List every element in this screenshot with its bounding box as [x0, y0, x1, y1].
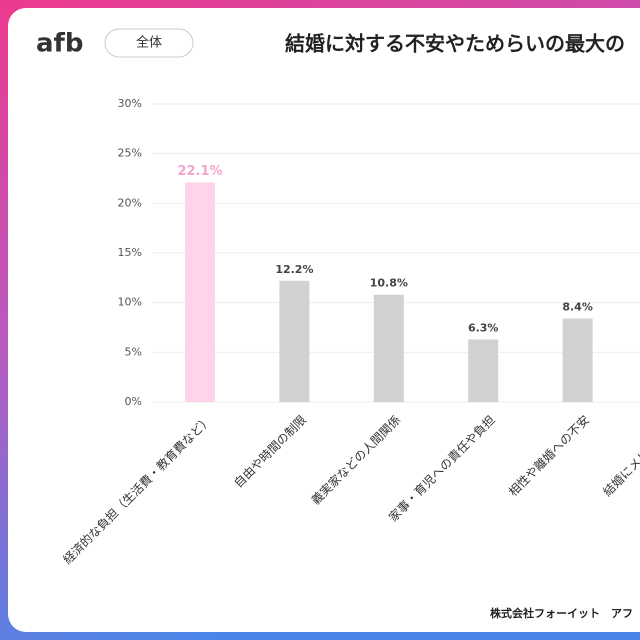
footer: 株式会社フォーイット アフ [490, 606, 633, 620]
filter-label[interactable]: 全体 [136, 35, 162, 51]
value-label: 8.4% [562, 301, 593, 314]
y-tick-label: 25% [118, 147, 142, 160]
filter-pill[interactable] [104, 28, 194, 58]
y-tick-label: 0% [125, 395, 142, 408]
y-tick-label: 15% [118, 246, 142, 259]
value-label: 12.2% [275, 263, 313, 276]
bar [373, 294, 404, 402]
value-label: 6.3% [468, 321, 499, 334]
bar [185, 182, 215, 402]
bar [562, 318, 593, 402]
y-tick-label: 10% [118, 296, 142, 309]
value-label: 22.1% [177, 164, 222, 179]
chart-title: 結婚に対する不安やためらいの最大の [285, 32, 625, 56]
bar [279, 280, 310, 402]
y-tick-label: 5% [125, 345, 142, 358]
logo: afb [36, 29, 83, 59]
bar [468, 339, 499, 402]
value-label: 10.8% [370, 277, 408, 290]
y-tick-label: 30% [118, 97, 142, 110]
card [8, 8, 640, 632]
y-tick-label: 20% [118, 196, 142, 209]
